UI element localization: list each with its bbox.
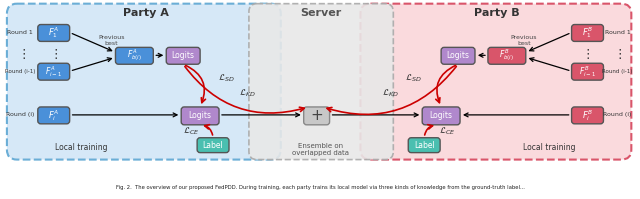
Text: Logits: Logits: [189, 111, 212, 120]
Text: $F_{i-1}^A$: $F_{i-1}^A$: [45, 64, 62, 79]
Text: $F_i^B$: $F_i^B$: [582, 108, 593, 123]
FancyBboxPatch shape: [572, 107, 604, 124]
Text: Logits: Logits: [429, 111, 452, 120]
FancyBboxPatch shape: [422, 107, 460, 125]
Text: Round (i): Round (i): [604, 112, 632, 117]
FancyBboxPatch shape: [408, 138, 440, 153]
FancyBboxPatch shape: [360, 4, 631, 160]
FancyBboxPatch shape: [38, 24, 70, 41]
Text: $F_{b(i)}^A$: $F_{b(i)}^A$: [127, 48, 142, 64]
Text: $\mathcal{L}_{CE}$: $\mathcal{L}_{CE}$: [439, 125, 456, 137]
Text: Local training: Local training: [55, 143, 108, 152]
FancyBboxPatch shape: [304, 107, 330, 125]
Text: Party A: Party A: [124, 8, 169, 18]
Text: +: +: [310, 108, 323, 123]
Text: Label: Label: [414, 141, 435, 150]
Text: $\mathcal{L}_{SD}$: $\mathcal{L}_{SD}$: [404, 72, 422, 84]
Text: Round 1: Round 1: [605, 30, 630, 35]
Text: $F_1^B$: $F_1^B$: [582, 25, 593, 40]
Text: best: best: [105, 41, 118, 46]
Text: $\mathcal{L}_{SD}$: $\mathcal{L}_{SD}$: [218, 72, 234, 84]
Text: $\vdots$: $\vdots$: [613, 47, 622, 61]
Text: Round (i): Round (i): [6, 112, 34, 117]
FancyBboxPatch shape: [38, 63, 70, 80]
Text: Party B: Party B: [474, 8, 520, 18]
Text: Round 1: Round 1: [7, 30, 33, 35]
Text: best: best: [517, 41, 531, 46]
Text: Ensemble on
overlapped data: Ensemble on overlapped data: [292, 143, 349, 156]
FancyBboxPatch shape: [197, 138, 229, 153]
Text: Previous: Previous: [511, 35, 537, 40]
FancyBboxPatch shape: [441, 47, 475, 64]
Text: Previous: Previous: [98, 35, 125, 40]
FancyBboxPatch shape: [181, 107, 219, 125]
FancyBboxPatch shape: [7, 4, 281, 160]
Text: $F_{i-1}^B$: $F_{i-1}^B$: [579, 64, 596, 79]
Text: $\vdots$: $\vdots$: [49, 47, 58, 61]
Text: $F_1^A$: $F_1^A$: [48, 25, 60, 40]
FancyBboxPatch shape: [488, 47, 526, 64]
FancyBboxPatch shape: [249, 4, 394, 160]
FancyBboxPatch shape: [572, 63, 604, 80]
FancyBboxPatch shape: [115, 47, 154, 64]
Text: $\mathcal{L}_{CE}$: $\mathcal{L}_{CE}$: [183, 125, 200, 137]
Text: Local training: Local training: [524, 143, 576, 152]
Text: Fig. 2.  The overview of our proposed FedPDD. During training, each party trains: Fig. 2. The overview of our proposed Fed…: [116, 185, 525, 190]
Text: Round (i-1): Round (i-1): [602, 69, 632, 74]
Text: Server: Server: [300, 8, 341, 18]
Text: $\vdots$: $\vdots$: [17, 47, 26, 61]
Text: $\mathcal{L}_{KD}$: $\mathcal{L}_{KD}$: [239, 87, 257, 99]
Text: Logits: Logits: [172, 51, 195, 60]
FancyBboxPatch shape: [166, 47, 200, 64]
Text: $\vdots$: $\vdots$: [581, 47, 590, 61]
Text: Label: Label: [203, 141, 223, 150]
Text: Logits: Logits: [447, 51, 470, 60]
Text: Round (i-1): Round (i-1): [4, 69, 35, 74]
FancyBboxPatch shape: [572, 24, 604, 41]
FancyBboxPatch shape: [38, 107, 70, 124]
Text: $F_{b(i)}^B$: $F_{b(i)}^B$: [499, 48, 515, 64]
Text: $F_i^A$: $F_i^A$: [48, 108, 60, 123]
Text: $\mathcal{L}_{KD}$: $\mathcal{L}_{KD}$: [382, 87, 399, 99]
